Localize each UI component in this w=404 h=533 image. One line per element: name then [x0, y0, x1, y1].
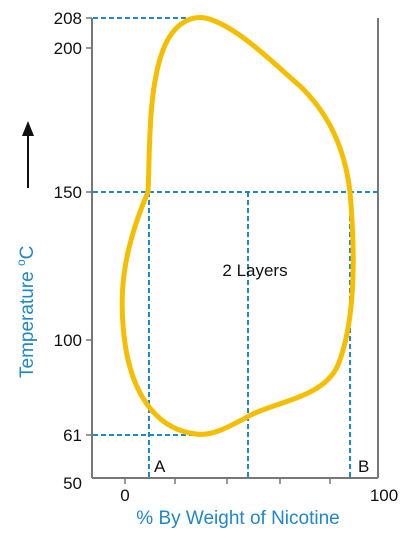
- y-axis-title-superscript: o: [14, 259, 28, 266]
- y-tick-label-150: 150: [54, 183, 82, 202]
- y-axis-title-unit: C: [17, 246, 38, 260]
- y-tick-label-208: 208: [54, 9, 82, 28]
- point-label-b: B: [358, 457, 369, 476]
- solubility-curve: [119, 15, 356, 437]
- guide-lines: [93, 17, 378, 478]
- x-tick-label-0: 0: [120, 486, 129, 505]
- region-label-two-layers: 2 Layers: [222, 261, 287, 280]
- x-tick-label-100: 100: [370, 486, 398, 505]
- y-tick-label-200: 200: [54, 39, 82, 58]
- point-label-a: A: [154, 457, 166, 476]
- y-axis-title-main: Temperature: [17, 266, 38, 378]
- y-axis-title: Temperature oC: [14, 246, 38, 378]
- y-tick-label-61: 61: [63, 426, 82, 445]
- y-tick-label-100: 100: [54, 331, 82, 350]
- x-axis-ticks: [124, 478, 331, 484]
- y-axis-arrow-icon: [22, 121, 34, 136]
- y-axis-ticks: [86, 17, 92, 436]
- x-axis-title: % By Weight of Nicotine: [136, 508, 339, 529]
- y-tick-label-50: 50: [63, 474, 82, 493]
